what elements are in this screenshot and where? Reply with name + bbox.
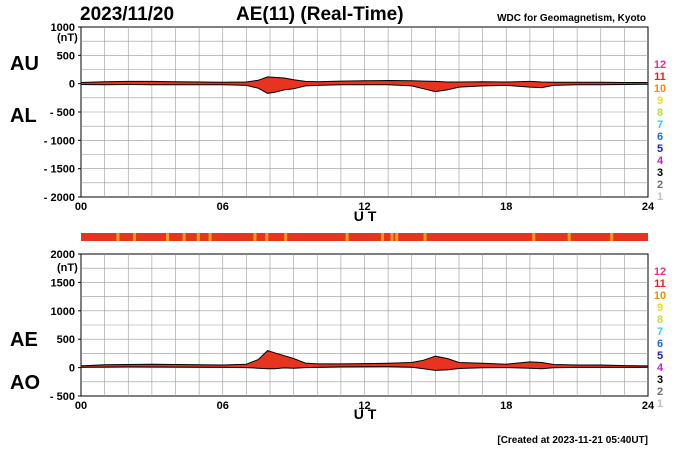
ae-ao-x-ticks: 00 06 12 18 24	[75, 400, 655, 412]
legend-station-count: 1	[657, 191, 663, 203]
al-label: AL	[10, 105, 37, 127]
ae-ao-x-tick-label: 18	[500, 400, 512, 412]
legend-station-count: 4	[657, 155, 664, 167]
ae-ao-area	[80, 350, 649, 371]
legend-station-count: 5	[657, 350, 663, 362]
au-al-x-tick-label: 06	[217, 201, 229, 213]
ae-ao-y-tick-label: 1000	[51, 306, 75, 318]
au-al-x-ticks: 00 06 12 18 24	[75, 201, 655, 213]
legend-station-count: 5	[657, 143, 663, 155]
legend-station-count: 11	[654, 71, 666, 83]
legend-station-count: 10	[654, 83, 666, 95]
au-al-y-tick-label: - 1500	[44, 164, 75, 176]
legend-station-count: 4	[657, 362, 664, 374]
au-al-y-tick-label: - 2000	[44, 192, 75, 204]
au-al-y-tick-label: - 1000	[44, 135, 75, 147]
legend-station-count: 12	[654, 59, 666, 71]
au-al-y-tick-label: 0	[69, 79, 75, 91]
ae-ao-unit: (nT)	[57, 262, 78, 274]
ae-ao-y-tick-label: 0	[69, 363, 75, 375]
station-bar-segment	[166, 233, 170, 241]
ae-ao-x-tick-label: 06	[217, 400, 229, 412]
legend-station-count: 10	[654, 290, 666, 302]
legend-station-count: 6	[657, 131, 663, 143]
station-bar-segment	[610, 233, 614, 241]
legend-station-count: 9	[657, 95, 663, 107]
au-label: AU	[10, 53, 39, 75]
ae-ao-grid	[81, 254, 648, 396]
legend-station-count: 9	[657, 302, 663, 314]
legend-station-count: 7	[657, 119, 663, 131]
station-bar-segment	[532, 233, 536, 241]
au-al-x-axis-title: U T	[354, 208, 377, 224]
station-bar-base	[81, 233, 648, 241]
legend-station-count: 2	[657, 386, 663, 398]
legend-station-count: 11	[654, 278, 666, 290]
station-bar-segment	[132, 233, 136, 241]
ae-label: AE	[10, 329, 38, 351]
created-timestamp: [Created at 2023-11-21 05:40UT]	[497, 435, 648, 446]
au-al-x-tick-label: 00	[75, 201, 87, 213]
station-bar-segment	[253, 233, 257, 241]
legend-station-count: 8	[657, 107, 663, 119]
station-bar-segment	[345, 233, 349, 241]
station-bar-segment	[381, 233, 385, 241]
au-al-filled-band	[81, 76, 648, 94]
au-al-y-tick-label: 1000	[51, 22, 75, 34]
au-al-y-tick-label: 500	[57, 50, 75, 62]
au-al-grid	[81, 27, 648, 197]
station-bar-segment	[182, 233, 186, 241]
au-al-y-tick-label: - 500	[50, 107, 75, 119]
ae-ao-panel: 2000 1500 1000 500 0 - 500 00 06 12 18 24 (nT) U …	[10, 249, 655, 422]
au-al-x-tick-label: 12	[358, 201, 370, 213]
au-al-panel: 1000 500 0 - 500 - 1000 - 1500 - 2000 00 06 12 18…	[10, 22, 655, 224]
legend-station-count: 8	[657, 314, 663, 326]
ae-ao-y-tick-label: 500	[57, 334, 75, 346]
au-al-x-tick-label: 24	[642, 201, 655, 213]
ae-ao-y-ticks: 2000 1500 1000 500 0 - 500	[50, 249, 81, 403]
station-bar-segment	[567, 233, 571, 241]
station-bar-segment	[395, 233, 399, 241]
legend-station-count: 3	[657, 167, 663, 179]
station-count-bar	[81, 233, 648, 241]
ae-ao-ao-line	[80, 366, 649, 371]
au-al-unit: (nT)	[57, 32, 78, 44]
au-al-area	[80, 76, 649, 94]
ae-ao-x-tick-label: 12	[358, 400, 370, 412]
credit-label: WDC for Geomagnetism, Kyoto	[497, 13, 646, 24]
au-al-y-ticks: 1000 500 0 - 500 - 1000 - 1500 - 2000	[44, 22, 81, 204]
ae-ao-y-tick-label: 2000	[51, 249, 75, 261]
legend-station-count: 2	[657, 179, 663, 191]
station-bar-segment	[284, 233, 288, 241]
legend-station-count: 7	[657, 326, 663, 338]
chart-title: AE(11) (Real-Time)	[236, 4, 404, 25]
ae-ao-x-tick-label: 00	[75, 400, 87, 412]
station-bar-segment	[116, 233, 120, 241]
au-al-au-line	[80, 76, 648, 83]
au-al-x-tick-label: 18	[500, 201, 512, 213]
ae-ao-x-axis-title: U T	[354, 406, 377, 422]
legend-station-count: 1	[657, 398, 663, 410]
ae-ao-y-tick-label: - 500	[50, 391, 75, 403]
station-bar-segment	[265, 233, 269, 241]
date-title: 2023/11/20	[80, 4, 174, 25]
station-bar-segment	[196, 233, 200, 241]
ae-ao-ae-line	[80, 350, 649, 367]
station-bar-segment	[208, 233, 212, 241]
ao-label: AO	[10, 372, 40, 394]
station-bar-segment	[390, 233, 394, 241]
ae-ao-y-tick-label: 1500	[51, 277, 75, 289]
au-al-al-line	[80, 83, 649, 94]
ae-ao-x-tick-label: 24	[642, 400, 655, 412]
legend-station-count: 12	[654, 266, 666, 278]
legend-station-count: 6	[657, 338, 663, 350]
legend-station-count: 3	[657, 374, 663, 386]
station-bar-segment	[423, 233, 427, 241]
